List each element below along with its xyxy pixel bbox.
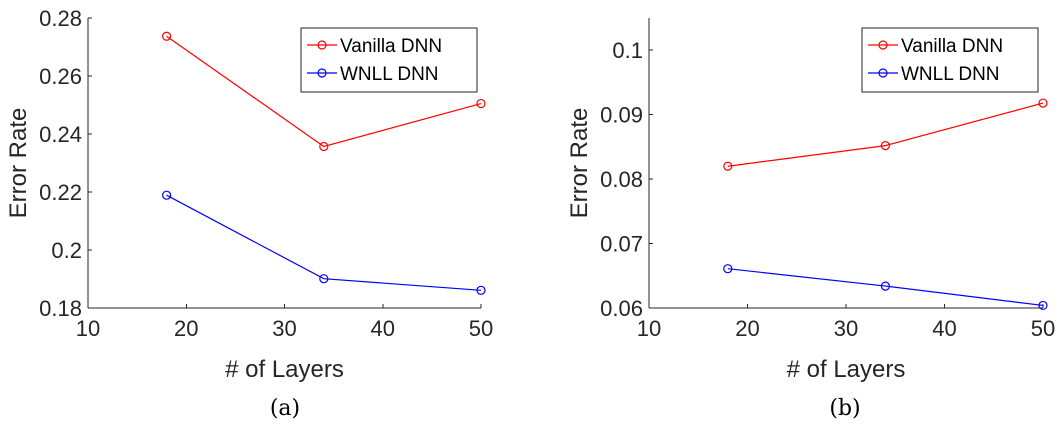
y-tick-label: 0.2 — [51, 238, 82, 263]
y-tick-label: 0.28 — [39, 6, 82, 31]
legend-label: Vanilla DNN — [901, 36, 1003, 57]
data-point — [476, 285, 486, 295]
y-tick-label: 0.24 — [39, 122, 82, 147]
y-tick-label: 0.07 — [600, 232, 643, 257]
data-point — [880, 281, 891, 291]
x-tick-label: 10 — [76, 316, 100, 341]
legend-marker — [878, 68, 888, 78]
legend-label: WNLL DNN — [901, 64, 1000, 85]
y-tick-label: 0.18 — [39, 296, 82, 321]
chart-caption: (b) — [829, 396, 860, 421]
x-tick-label: 30 — [834, 316, 858, 341]
x-tick-label: 20 — [174, 316, 198, 341]
x-tick-label: 10 — [637, 316, 661, 341]
series-vanilla-dnn — [723, 98, 1048, 171]
chart-1: 10 20 30 40 50 0.18 0.2 0.22 0.24 0.26 0.28 # of La… — [5, 6, 493, 421]
legend-marker — [878, 40, 888, 50]
y-tick-label: 0.06 — [600, 296, 643, 321]
x-tick-label: 40 — [932, 316, 956, 341]
series-line — [166, 194, 482, 291]
chart-caption: (a) — [270, 396, 300, 421]
legend-label: Vanilla DNN — [340, 36, 442, 57]
y-tick-label: 0.09 — [600, 103, 643, 128]
data-point — [1038, 98, 1048, 108]
x-axis-label: # of Layers — [787, 356, 906, 383]
x-tick-label: 20 — [735, 316, 759, 341]
data-point — [319, 274, 329, 284]
chart-2: 10 20 30 40 50 0.06 0.07 0.08 0.09 0.1 # of Layers… — [566, 18, 1055, 421]
x-tick-label: 30 — [272, 316, 296, 341]
x-axis-label: # of Layers — [225, 356, 344, 383]
legend-box — [300, 27, 478, 93]
data-point — [723, 264, 733, 274]
legend-marker — [317, 40, 327, 50]
data-point — [319, 141, 329, 152]
legend-box — [861, 27, 1039, 93]
x-tick-label: 40 — [371, 316, 395, 341]
data-point — [723, 161, 733, 171]
x-tick-label: 50 — [1031, 316, 1055, 341]
series-wnll-dnn — [723, 264, 1048, 311]
y-tick-label: 0.26 — [39, 64, 82, 89]
data-point — [162, 190, 172, 200]
data-point — [162, 31, 172, 41]
series-line — [166, 35, 482, 148]
data-point — [1038, 300, 1048, 311]
y-tick-label: 0.22 — [39, 180, 82, 205]
data-point — [476, 98, 486, 109]
series-line — [727, 268, 1044, 307]
x-tick-label: 50 — [469, 316, 493, 341]
y-tick-label: 0.08 — [600, 167, 643, 192]
data-point — [880, 141, 891, 151]
legend: Vanilla DNN WNLL DNN — [300, 27, 478, 93]
series-line — [727, 102, 1044, 167]
y-axis-label: Error Rate — [566, 108, 593, 219]
series-wnll-dnn — [162, 190, 486, 295]
legend: Vanilla DNN WNLL DNN — [861, 27, 1039, 93]
legend-marker — [317, 68, 327, 78]
legend-label: WNLL DNN — [340, 64, 439, 85]
y-tick-label: 0.1 — [612, 38, 643, 63]
series-vanilla-dnn — [162, 31, 486, 152]
y-axis-label: Error Rate — [5, 108, 32, 219]
